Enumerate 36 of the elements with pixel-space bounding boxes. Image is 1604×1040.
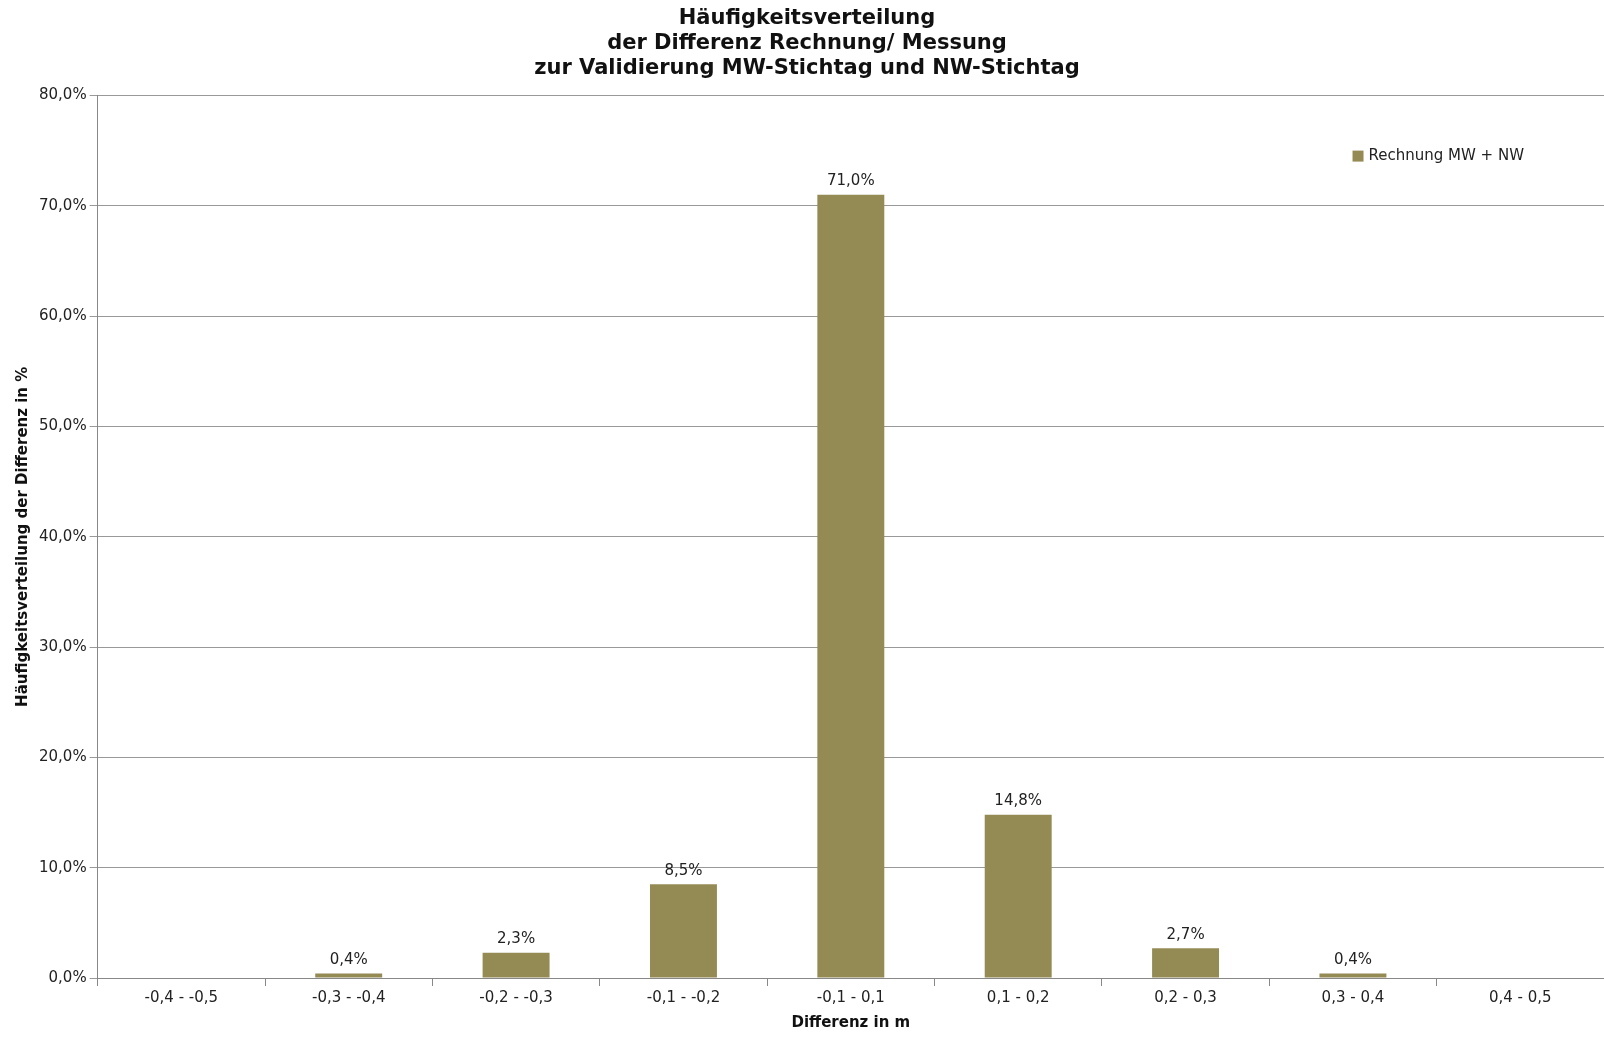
chart-title: Häufigkeitsverteilung der Differenz Rechnung/ Messung zur Validierung MW-Stichtag und NW-Stichtag — [534, 5, 1080, 80]
data-label: 0,4% — [329, 949, 368, 968]
x-tick-label: 0,1 - 0,2 — [986, 987, 1050, 1006]
data-label: 14,8% — [994, 791, 1043, 810]
y-tick-label: 20,0% — [39, 747, 87, 766]
bar — [817, 194, 885, 978]
bar — [649, 884, 717, 978]
bar — [984, 814, 1052, 978]
y-tick-label: 50,0% — [39, 416, 87, 435]
y-tick-label: 80,0% — [39, 85, 87, 104]
data-label: 2,3% — [497, 929, 536, 948]
bar — [315, 973, 383, 978]
data-label: 8,5% — [664, 860, 703, 879]
x-tick-label: -0,2 - -0,3 — [479, 987, 553, 1006]
y-tick-label: 10,0% — [39, 857, 87, 876]
y-tick-label: 60,0% — [39, 306, 87, 325]
data-label: 0,4% — [1333, 949, 1372, 968]
data-label: 2,7% — [1166, 924, 1205, 943]
bar — [1152, 948, 1220, 978]
bar — [482, 952, 550, 978]
x-tick-label: -0,3 - -0,4 — [311, 987, 386, 1006]
x-tick-label: 0,4 - 0,5 — [1488, 987, 1552, 1006]
y-tick-label: 0,0% — [48, 967, 87, 986]
x-tick-label: 0,2 - 0,3 — [1154, 987, 1217, 1006]
data-label: 71,0% — [827, 171, 875, 190]
x-tick-label: -0,4 - -0,5 — [144, 987, 219, 1006]
bar — [1319, 973, 1387, 978]
y-tick-label: 30,0% — [39, 636, 87, 655]
y-tick-label: 40,0% — [39, 526, 87, 545]
y-axis-title: Häufigkeitsverteilung der Differenz in % — [12, 366, 31, 707]
y-tick-label: 70,0% — [39, 195, 87, 214]
x-tick-label: 0,3 - 0,4 — [1321, 987, 1385, 1006]
x-tick-label: -0,1 - -0,2 — [646, 987, 721, 1006]
x-tick-label: -0,1 - 0,1 — [816, 987, 885, 1006]
legend-label: Rechnung MW + NW — [1368, 146, 1525, 165]
x-axis-title: Differenz in m — [791, 1012, 911, 1031]
